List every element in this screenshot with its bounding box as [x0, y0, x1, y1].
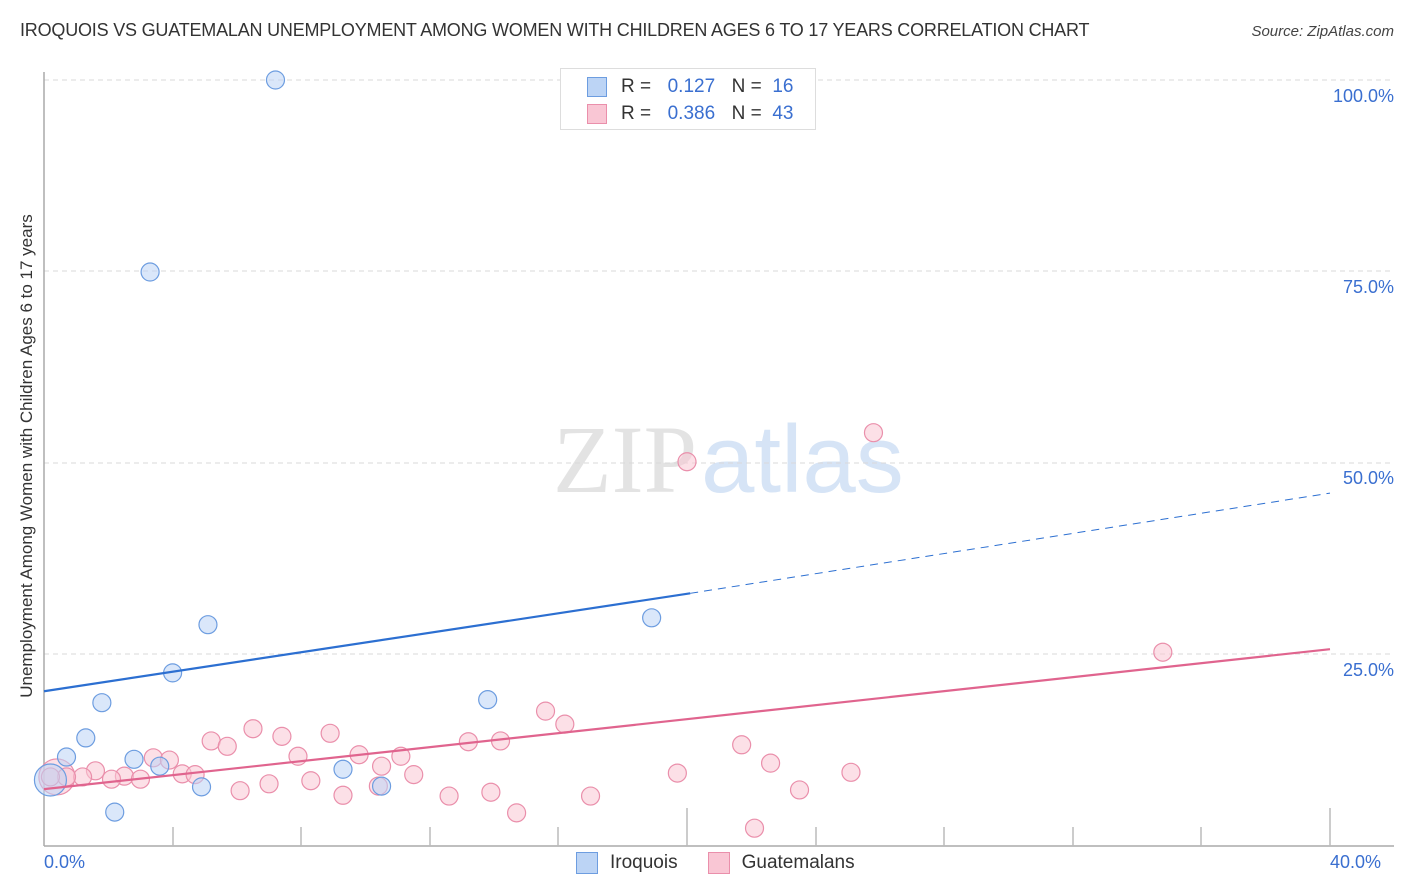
series-legend: Iroquois Guatemalans	[576, 852, 885, 874]
y-tick-75: 75.0%	[1342, 277, 1394, 297]
chart-title: IROQUOIS VS GUATEMALAN UNEMPLOYMENT AMON…	[20, 20, 1090, 40]
data-point	[320, 723, 340, 743]
x-tick-0: 0.0%	[44, 852, 86, 872]
data-point	[789, 780, 810, 800]
data-point	[92, 693, 112, 713]
y-tick-25: 25.0%	[1342, 660, 1394, 680]
legend-row-guatemalans: R = 0.386 N = 43	[587, 102, 793, 126]
data-point	[481, 782, 501, 802]
data-point	[56, 747, 77, 767]
data-point	[1153, 642, 1173, 662]
r-label: R =	[621, 103, 652, 124]
data-point	[535, 701, 556, 721]
data-point	[33, 763, 68, 797]
data-point	[371, 756, 392, 776]
legend-item-guatemalans[interactable]: Guatemalans	[707, 852, 855, 874]
data-point	[580, 786, 601, 806]
data-point	[201, 731, 221, 751]
r-value: 0.386	[667, 103, 716, 124]
y-tick-100: 100.0%	[1332, 86, 1394, 106]
data-point	[272, 726, 292, 746]
data-point	[439, 786, 459, 806]
watermark-zip: ZIP	[553, 406, 697, 513]
data-point	[76, 728, 96, 748]
data-point	[259, 774, 279, 794]
correlation-legend: R = 0.127 N = 16 R = 0.386 N = 43	[560, 68, 816, 130]
data-point	[642, 608, 662, 628]
iroquois-swatch	[576, 852, 598, 874]
data-point	[198, 615, 218, 635]
n-label: N =	[731, 103, 762, 124]
data-point	[371, 776, 392, 796]
legend-item-iroquois[interactable]: Iroquois	[576, 852, 678, 874]
n-value: 43	[772, 103, 794, 124]
data-point	[667, 763, 687, 783]
data-point	[333, 759, 353, 779]
data-point	[124, 749, 144, 769]
x-tick-40: 40.0%	[1330, 852, 1382, 872]
guatemalans-swatch	[587, 104, 607, 124]
gridlines	[44, 79, 1394, 655]
y-tick-50: 50.0%	[1342, 468, 1394, 488]
data-point	[150, 756, 170, 776]
data-point	[301, 771, 321, 791]
iroquois-swatch	[587, 77, 607, 97]
data-point	[140, 262, 160, 282]
iroquois-points	[33, 70, 662, 822]
trend-line	[43, 592, 691, 693]
r-value: 0.127	[667, 76, 716, 97]
data-point	[478, 690, 498, 710]
data-point	[265, 70, 286, 90]
trend-lines	[43, 492, 1331, 791]
data-point	[101, 769, 122, 789]
data-point	[105, 802, 125, 822]
axes	[43, 72, 1394, 847]
data-point	[404, 765, 424, 785]
data-point	[677, 452, 697, 472]
data-point	[507, 803, 527, 823]
data-point	[243, 719, 263, 739]
trend-line	[43, 648, 1331, 791]
source-label: Source: ZipAtlas.com	[1251, 23, 1394, 40]
y-axis-label: Unemployment Among Women with Children A…	[17, 214, 36, 698]
legend-label: Guatemalans	[741, 852, 855, 873]
data-point	[841, 762, 861, 782]
n-value: 16	[772, 76, 794, 97]
legend-label: Iroquois	[610, 852, 678, 873]
data-point	[863, 423, 884, 443]
data-point	[555, 714, 575, 734]
guatemalans-swatch	[707, 852, 730, 874]
data-point	[760, 753, 781, 773]
data-point	[217, 736, 237, 756]
data-point	[191, 777, 212, 797]
data-point	[744, 818, 765, 838]
trend-line	[690, 492, 1331, 594]
data-point	[333, 785, 353, 805]
legend-row-iroquois: R = 0.127 N = 16	[587, 75, 793, 99]
data-point	[732, 735, 752, 755]
data-point	[230, 781, 250, 801]
n-label: N =	[731, 76, 762, 97]
r-label: R =	[621, 76, 652, 97]
